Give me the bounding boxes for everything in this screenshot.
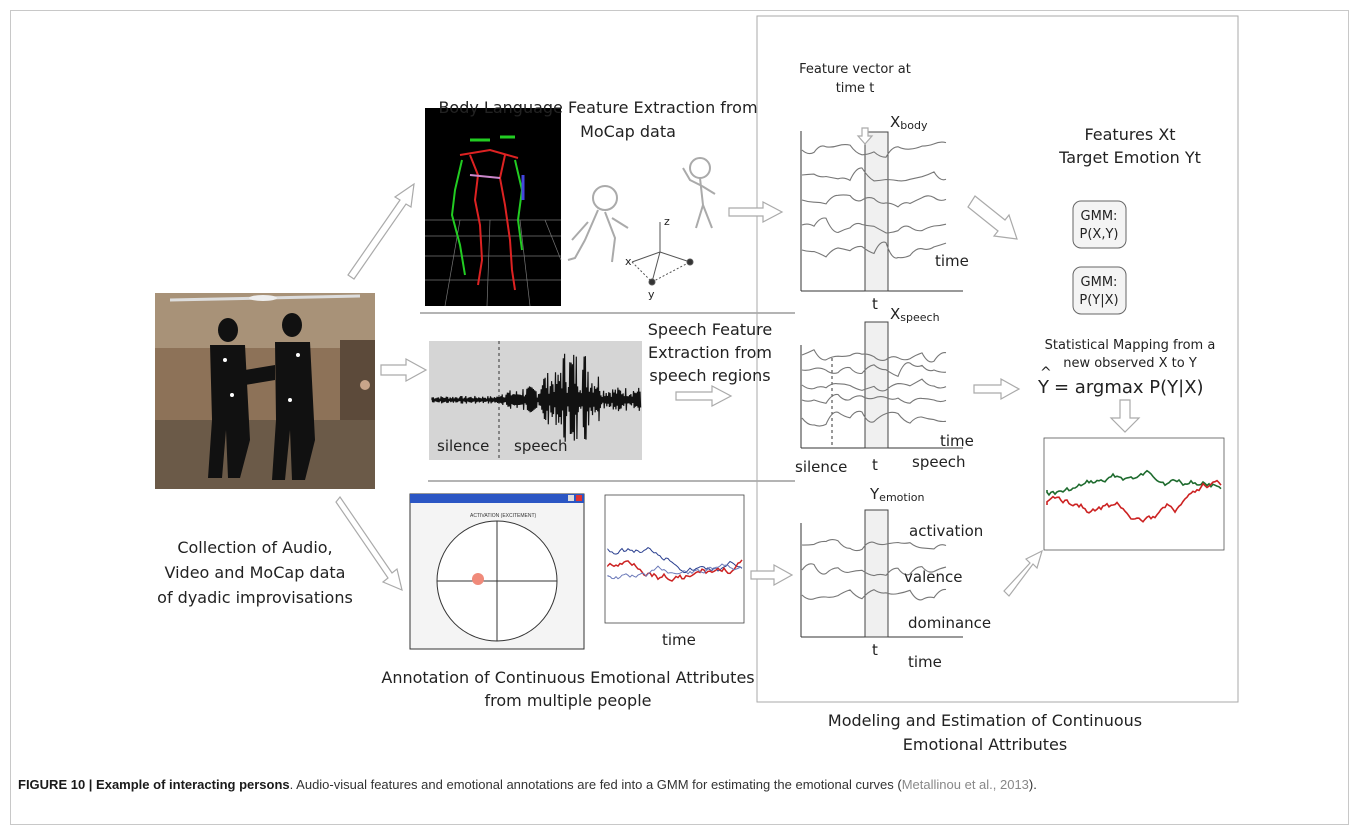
plot2-speech-label: speech <box>912 453 966 471</box>
arrow-map-to-estimate <box>1109 399 1141 433</box>
collection-line2: Video and MoCap data <box>165 563 346 582</box>
axis-x-label: x <box>625 255 632 268</box>
caption-lead: FIGURE 10 | Example of interacting perso… <box>18 777 290 792</box>
decorative-series <box>607 559 743 582</box>
gmm-cond-line1: GMM: <box>1081 275 1118 290</box>
annotation-curves-chart <box>604 494 745 624</box>
arrow-photo-to-mocap <box>347 182 415 280</box>
body-feature-plot <box>800 131 963 292</box>
caption-end: ). <box>1028 777 1037 792</box>
collection-line1: Collection of Audio, <box>177 538 332 557</box>
plot2-time-label: time <box>940 432 974 450</box>
arrow-feature-vector-down <box>856 127 874 145</box>
figure-caption: FIGURE 10 | Example of interacting perso… <box>18 776 1338 794</box>
stick-figures-illustration <box>567 157 716 263</box>
feature-vector-line2: time t <box>836 81 875 96</box>
xyz-axes-icon <box>631 222 694 286</box>
diagram: x y z silence speech ACTIVATION (EXCITEM… <box>155 15 1239 754</box>
speech-title-line1: Speech Feature <box>648 320 772 339</box>
silence-label: silence <box>437 437 489 455</box>
collection-line3: of dyadic improvisations <box>157 588 353 607</box>
caption-body: . Audio-visual features and emotional an… <box>289 777 902 792</box>
y-hat-symbol: Y <box>1037 377 1050 398</box>
decorative-series <box>1046 479 1222 523</box>
plot1-t: t <box>872 295 878 313</box>
decorative-curve <box>801 378 947 392</box>
stat-map-line1: Statistical Mapping from a <box>1045 338 1216 353</box>
decorative-curve <box>801 563 947 577</box>
flow-arrows <box>335 127 1141 597</box>
modeling-title-line2: Emotional Attributes <box>903 735 1067 754</box>
decorative-curve <box>801 241 947 259</box>
annotation-title-line1: Annotation of Continuous Emotional Attri… <box>381 668 754 687</box>
annot-window-header: ACTIVATION (EXCITEMENT) <box>470 513 537 519</box>
arrow-plot3-to-estimate <box>1003 549 1043 597</box>
mocap-skeleton-image <box>425 108 562 307</box>
speech-title-line2: Extraction from <box>648 343 772 362</box>
body-title-line2: MoCap data <box>580 122 676 141</box>
speech-waveform <box>429 341 642 460</box>
plot3-t-label: t <box>872 641 878 659</box>
modeling-panel <box>756 15 1239 703</box>
arrow-annot-to-plot3 <box>750 563 794 587</box>
axis-z-label: z <box>664 215 670 228</box>
x-speech-label: Xspeech <box>890 305 940 324</box>
axis-y-label: y <box>648 288 655 301</box>
valence-label: valence <box>904 568 962 586</box>
arrow-photo-to-speech <box>380 357 428 383</box>
plot3-time-label: time <box>908 653 942 671</box>
decorative-curve <box>801 217 947 234</box>
arrow-figures-to-plot1 <box>728 201 784 223</box>
y-emotion-label: Yemotion <box>869 485 924 504</box>
decorative-curve <box>801 393 947 404</box>
x-body-label: Xbody <box>890 113 928 132</box>
decorative-series <box>1046 469 1222 497</box>
decorative-series <box>607 563 743 580</box>
arrow-plot1-to-gmm <box>967 195 1018 240</box>
figure-frame <box>10 10 1349 825</box>
gmm-joint-line1: GMM: <box>1081 209 1118 224</box>
arrow-photo-to-annotation <box>335 495 403 592</box>
plot1-time-label: time <box>935 252 969 270</box>
estimated-emotion-chart <box>1043 437 1225 551</box>
gmm-joint-box <box>1072 200 1127 249</box>
caption-citation: Metallinou et al., 2013 <box>901 777 1029 792</box>
target-emotion-yt: Target Emotion Yt <box>1058 148 1201 167</box>
decorative-curve <box>801 141 947 158</box>
decorative-curve <box>801 588 947 601</box>
speech-label: speech <box>514 437 568 455</box>
arrow-wave-to-plot2 <box>675 385 733 407</box>
speech-feature-plot <box>800 321 963 449</box>
decorative-curve <box>801 410 947 427</box>
speech-title-line3: speech regions <box>649 366 770 385</box>
body-title-line1: Body Language Feature Extraction from <box>438 98 757 117</box>
decorative-curve <box>801 362 947 378</box>
annotation-tool-window: ACTIVATION (EXCITEMENT) <box>409 493 585 650</box>
annot-chart-time-label: time <box>662 631 696 649</box>
decorative-curve <box>801 167 947 182</box>
argmax-formula: = argmax P(Y|X) <box>1054 377 1204 398</box>
stat-map-line2: new observed X to Y <box>1063 356 1197 371</box>
dominance-label: dominance <box>908 614 991 632</box>
y-hat-caret: ^ <box>1040 365 1052 381</box>
features-xt: Features Xt <box>1084 125 1175 144</box>
modeling-title-line1: Modeling and Estimation of Continuous <box>828 711 1142 730</box>
gmm-cond-line2: P(Y|X) <box>1079 293 1118 308</box>
arrow-plot2-to-gmm <box>973 377 1021 401</box>
activation-label: activation <box>909 522 983 540</box>
gmm-joint-line2: P(X,Y) <box>1080 227 1119 242</box>
feature-vector-line1: Feature vector at <box>799 62 911 77</box>
emotion-plot <box>800 509 963 638</box>
decorative-curve <box>801 194 947 208</box>
annotation-title-line2: from multiple people <box>485 691 652 710</box>
plot2-t-label: t <box>872 456 878 474</box>
decorative-curve <box>801 349 947 363</box>
plot2-silence-label: silence <box>795 458 847 476</box>
dancers-photo <box>155 293 375 489</box>
gmm-conditional-box <box>1072 266 1127 315</box>
decorative-curve <box>801 539 947 552</box>
